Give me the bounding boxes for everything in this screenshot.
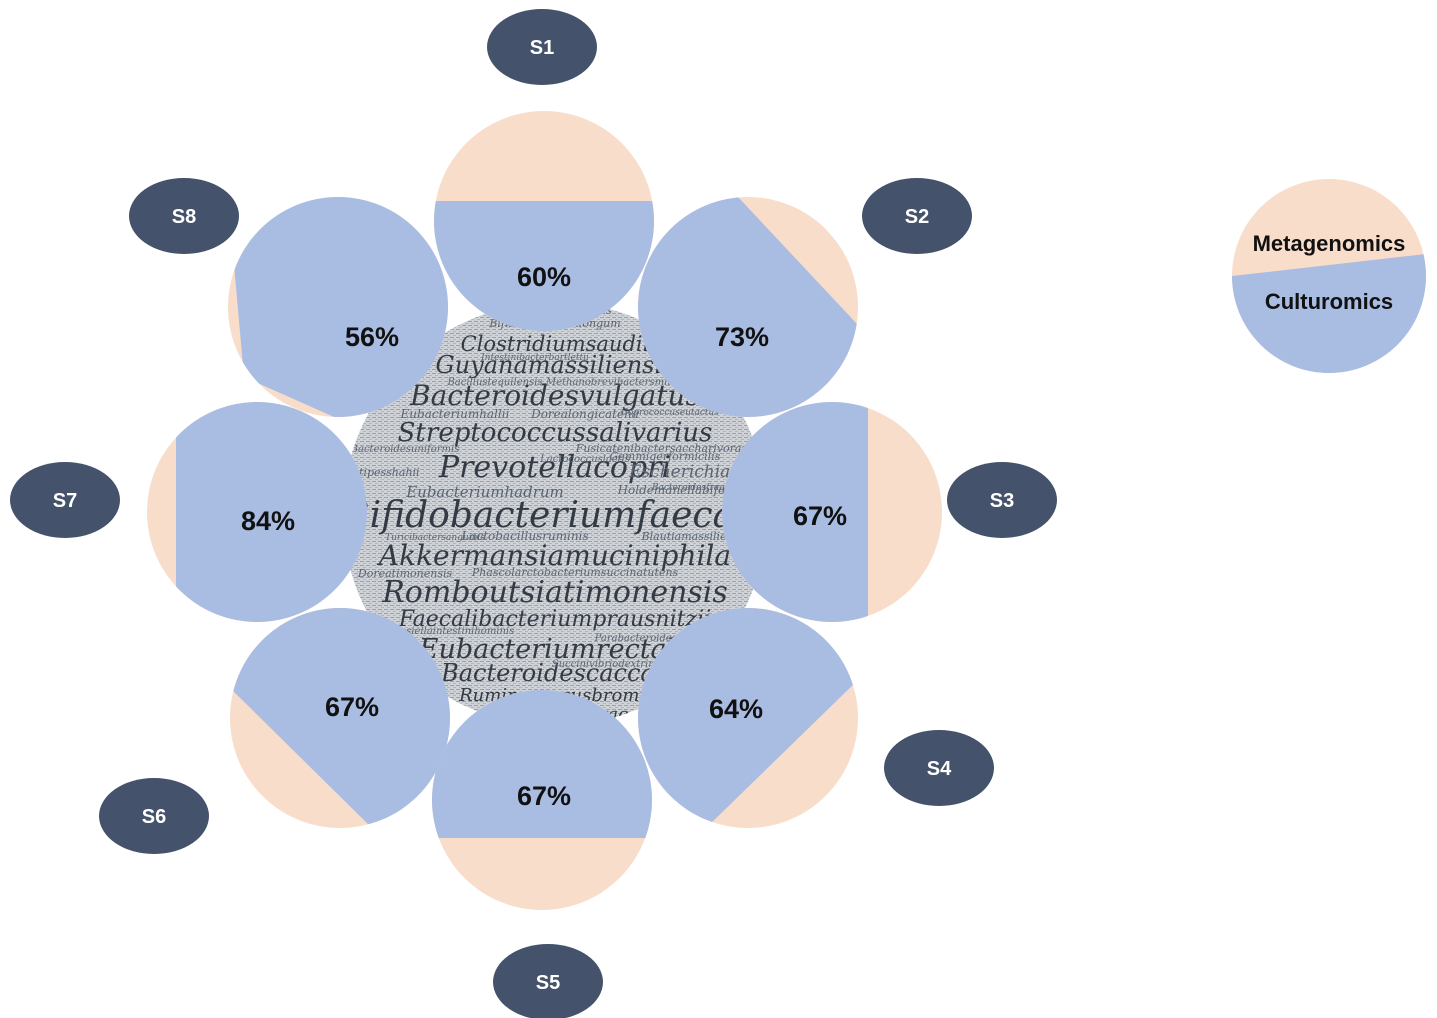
legend-culturomics-label: Culturomics <box>1265 289 1393 314</box>
sample-label-s7: S7 <box>10 462 120 538</box>
legend: Metagenomics Culturomics <box>1232 179 1426 373</box>
sample-label-s8: S8 <box>129 178 239 254</box>
sample-label-bubble <box>487 9 597 85</box>
species-word: Parabacteroidesmerdae <box>594 633 716 644</box>
species-word: Streptococcussalivarius <box>398 418 713 448</box>
species-word: Dorealongicatena <box>530 407 639 421</box>
sample-label-s3: S3 <box>947 462 1057 538</box>
sample-label-bubble <box>129 178 239 254</box>
word-cloud-background <box>343 302 767 726</box>
species-word: Bacteroidesuniformis <box>350 444 460 455</box>
culturomics-segment <box>432 690 652 838</box>
species-word: Intestinibacterbartlettii <box>480 353 589 363</box>
sample-circle-s6: 67% <box>230 608 450 828</box>
species-word: Eubacteriumhadrum <box>405 483 564 501</box>
species-word: Succinivibriodextrinosolvens <box>552 659 698 670</box>
species-word: Bacteroidesfragilis <box>651 483 739 493</box>
sample-circle-s2: 73% <box>638 197 858 417</box>
percent-label-s7: 84% <box>241 506 295 536</box>
legend-metagenomics-label: Metagenomics <box>1253 231 1406 256</box>
percent-label-s8: 56% <box>345 322 399 352</box>
percent-label-s3: 67% <box>793 501 847 531</box>
sample-label-s5: S5 <box>493 944 603 1018</box>
sample-label-text: S2 <box>905 206 929 228</box>
legend-culturomics-swatch <box>1232 254 1426 373</box>
species-word: Lactobacillusruminis <box>460 529 588 543</box>
species-word: Bifidobacteriumfaecale <box>342 495 767 536</box>
species-word: Akkermansiamuciniphila <box>376 539 731 572</box>
species-word: Coprococcuseutactus <box>621 408 719 418</box>
percent-label-s1: 60% <box>517 262 571 292</box>
culturomics-segment <box>722 402 868 622</box>
species-word: Doreatimonensis <box>357 567 453 580</box>
species-word: Phascolarctobacteriumsuccinatutens <box>471 566 679 579</box>
sample-circles: 60% 73% 67% 64% 67% 67% 84% 56% <box>147 111 942 910</box>
sample-circle-s4: 64% <box>638 608 858 828</box>
sample-circle-s5: 67% <box>432 690 652 910</box>
species-word: Gemmigerformicilis <box>610 450 721 463</box>
sample-label-bubble <box>493 944 603 1018</box>
sample-label-bubble <box>99 778 209 854</box>
sample-labels: S1 S2 S3 S4 S5 S6 S7 S8 <box>10 9 1057 1018</box>
sample-label-text: S1 <box>530 37 554 59</box>
culturomics-segment <box>230 608 450 828</box>
sample-label-text: S8 <box>172 206 196 228</box>
sample-label-text: S6 <box>142 806 166 828</box>
sample-circle-s8: 56% <box>228 197 448 417</box>
species-word: Holdemanellabiformis <box>617 483 753 497</box>
species-word: Methanobrevibactersmithii <box>545 377 684 388</box>
sample-label-s4: S4 <box>884 730 994 806</box>
sample-label-s1: S1 <box>487 9 597 85</box>
sample-circle-s1: 60% <box>434 111 654 331</box>
sample-label-text: S3 <box>990 490 1014 512</box>
sample-label-text: S7 <box>53 490 77 512</box>
species-word: Faecalibacteriumprausnitzii <box>398 607 711 632</box>
species-word: Eubacteriumhallii <box>400 407 510 421</box>
sample-label-s2: S2 <box>862 178 972 254</box>
species-word: Bacteroidescaccae <box>440 659 669 687</box>
species-word-cloud: RuminococcusfaecisBifidobacteriumlongumC… <box>337 302 767 726</box>
species-word: Guyanamassiliensis <box>436 351 675 379</box>
percent-label-s5: 67% <box>517 781 571 811</box>
species-word: Clostridiumsaudii <box>461 332 650 356</box>
sample-label-bubble <box>862 178 972 254</box>
species-word: Fusicatenibactersaccharivorans <box>575 442 755 455</box>
species-word: Prevotellacopri <box>438 450 671 485</box>
culturomics-segment <box>228 197 448 417</box>
culturomics-segment <box>176 402 367 622</box>
species-word: Bacillustequilensis <box>446 377 542 388</box>
percent-label-s6: 67% <box>325 692 379 722</box>
sample-label-bubble <box>10 462 120 538</box>
species-word: Bacteroidesvulgatus <box>409 379 700 412</box>
species-word: Lactococcuslactis <box>539 454 630 465</box>
sample-label-s6: S6 <box>99 778 209 854</box>
sample-circle-s7: 84% <box>147 402 367 622</box>
species-word: Alistipesshahii <box>337 466 419 479</box>
culturomics-segment <box>638 197 858 417</box>
species-word: Blautiamassiliensis <box>641 530 749 543</box>
culturomics-segment <box>638 608 858 828</box>
species-word: Turicibactersanguinis <box>385 533 485 543</box>
sample-label-bubble <box>947 462 1057 538</box>
species-word: Eubacteriumrectale <box>418 634 692 665</box>
sample-label-text: S4 <box>927 758 952 780</box>
species-word: Romboutsiatimonensis <box>381 575 728 610</box>
culturomics-segment <box>434 201 654 331</box>
species-word: Barnesiellaintestinihominis <box>375 626 515 637</box>
sample-label-bubble <box>884 730 994 806</box>
percent-label-s4: 64% <box>709 694 763 724</box>
percent-label-s2: 73% <box>715 322 769 352</box>
sample-label-text: S5 <box>536 972 560 994</box>
sample-circle-s3: 67% <box>722 402 942 622</box>
